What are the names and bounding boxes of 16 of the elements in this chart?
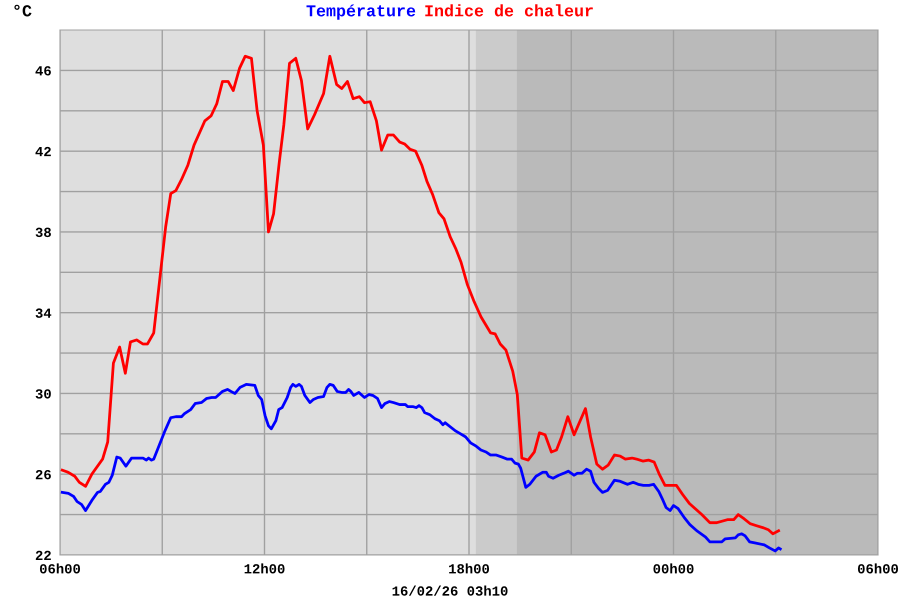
y-tick-label: 22 — [36, 550, 51, 560]
x-tick-label: 06h00 — [858, 563, 898, 574]
x-axis-title: 16/02/26 03h10 — [392, 586, 508, 596]
x-tick-label: 12h00 — [244, 563, 285, 574]
y-tick-label: 26 — [36, 470, 51, 480]
y-tick-label: 42 — [35, 146, 51, 156]
y-axis-title: °C — [14, 4, 32, 16]
y-tick-label: 38 — [36, 228, 51, 238]
x-tick-label: 06h00 — [40, 563, 80, 574]
x-tick-label: 00h00 — [653, 563, 694, 574]
y-tick-label: 34 — [36, 308, 52, 318]
text: Indice de chaleur — [425, 4, 593, 16]
y-tick-label: 30 — [36, 389, 51, 399]
x-tick-label: 18h00 — [449, 563, 490, 574]
y-tick-label: 46 — [35, 66, 51, 76]
text: Température — [306, 4, 416, 20]
